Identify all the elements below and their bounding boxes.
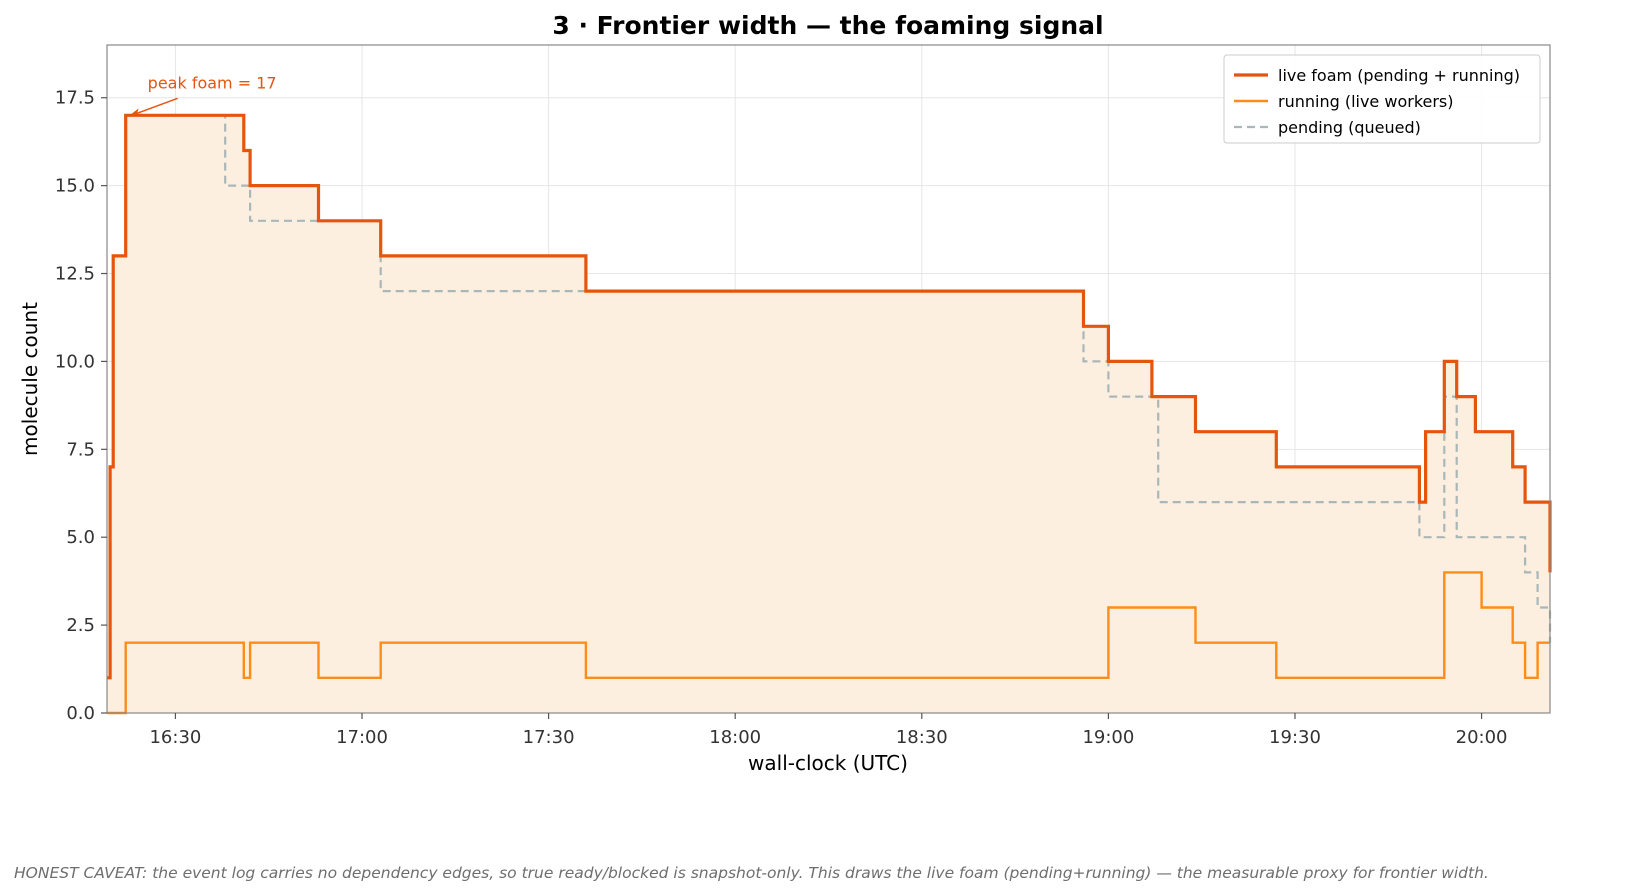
peak-annotation: peak foam = 17 bbox=[129, 73, 277, 116]
plot-frame bbox=[106, 44, 1551, 714]
x-axis-label: wall-clock (UTC) bbox=[748, 751, 908, 775]
annotation-arrow bbox=[131, 97, 178, 116]
y-tick-label: 7.5 bbox=[66, 439, 95, 460]
y-tick-label: 10.0 bbox=[55, 351, 95, 372]
annotation-arrowhead bbox=[129, 108, 144, 116]
x-tick-label: 20:00 bbox=[1456, 727, 1508, 748]
y-tick-label: 2.5 bbox=[66, 615, 95, 636]
annotation-label: peak foam = 17 bbox=[148, 73, 277, 92]
x-tick-label: 17:30 bbox=[523, 727, 575, 748]
y-tick-label: 12.5 bbox=[55, 264, 95, 285]
x-tick-label: 19:00 bbox=[1082, 727, 1134, 748]
axis-ticks: 0.0 2.5 5.0 7.5 10.0 12.5 15.0 17.5 16:30 17:00 17… bbox=[55, 88, 1508, 748]
running-series-line bbox=[107, 571, 1550, 715]
legend-label: pending (queued) bbox=[1278, 118, 1421, 137]
y-tick-label: 17.5 bbox=[55, 88, 95, 109]
caveat-footnote: HONEST CAVEAT: the event log carries no … bbox=[14, 864, 1489, 882]
legend-label: live foam (pending + running) bbox=[1278, 66, 1520, 85]
x-tick-label: 19:30 bbox=[1269, 727, 1321, 748]
y-tick-label: 15.0 bbox=[55, 176, 95, 197]
x-tick-label: 16:30 bbox=[149, 727, 201, 748]
series-lines bbox=[107, 113, 1552, 715]
foam-area bbox=[107, 115, 1550, 713]
y-tick-label: 5.0 bbox=[66, 527, 95, 548]
x-tick-label: 18:00 bbox=[709, 727, 761, 748]
legend-label: running (live workers) bbox=[1278, 92, 1454, 111]
foam-series-line bbox=[107, 113, 1552, 680]
y-tick-label: 0.0 bbox=[66, 703, 95, 724]
y-axis-label: molecule count bbox=[18, 302, 42, 456]
x-tick-label: 18:30 bbox=[896, 727, 948, 748]
foam-area-fill bbox=[107, 115, 1550, 713]
legend-box bbox=[1223, 54, 1541, 144]
chart-title: 3 · Frontier width — the foaming signal bbox=[552, 11, 1103, 40]
legend: live foam (pending + running) running (li… bbox=[1223, 54, 1541, 144]
x-tick-label: 17:00 bbox=[336, 727, 388, 748]
